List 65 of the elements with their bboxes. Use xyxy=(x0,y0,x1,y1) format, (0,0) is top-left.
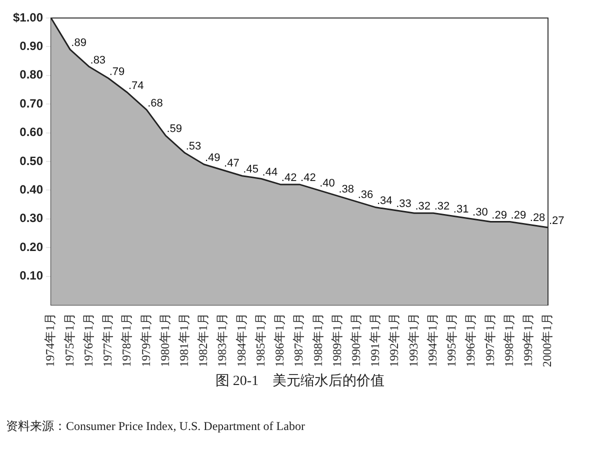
x-tick-label: 1991年1月 xyxy=(368,313,382,367)
x-tick-label: 1995年1月 xyxy=(444,313,459,367)
data-label: .53 xyxy=(186,140,202,152)
data-label: .74 xyxy=(128,80,144,92)
x-tick-label: 1979年1月 xyxy=(138,313,153,367)
y-tick-label: 0.20 xyxy=(20,240,44,254)
x-tick-label: 1977年1月 xyxy=(100,313,115,367)
data-label: .79 xyxy=(109,66,125,78)
x-tick-label: 1976年1月 xyxy=(81,313,96,367)
y-tick-label: $1.00 xyxy=(13,10,44,24)
data-label: .32 xyxy=(415,200,430,213)
x-tick-label: 1997年1月 xyxy=(482,313,497,367)
data-label: .38 xyxy=(338,183,354,196)
data-label: .34 xyxy=(376,194,392,207)
data-label: .40 xyxy=(320,178,335,190)
data-label: .89 xyxy=(71,37,86,50)
text: 资料来源：Consumer Price Index, U.S. Department of Labor xyxy=(6,418,305,435)
y-tick-label: 0.80 xyxy=(20,68,44,82)
y-tick-label: 0.40 xyxy=(20,182,44,197)
x-tick-label: 1987年1月 xyxy=(292,313,306,367)
data-label: .29 xyxy=(510,209,526,222)
text: 图 20-1 美元缩水后的价值 xyxy=(214,372,386,390)
data-label: .44 xyxy=(262,166,278,178)
x-tick-label: 1980年1月 xyxy=(158,313,172,367)
x-tick-label: 1994年1月 xyxy=(425,313,440,367)
y-tick-label: 0.90 xyxy=(20,39,44,54)
data-label: .28 xyxy=(530,212,546,224)
y-tick-label: 0.50 xyxy=(20,154,44,168)
x-tick-label: 1993年1月 xyxy=(406,313,420,367)
data-label: .47 xyxy=(224,158,240,170)
x-tick-label: 1984年1月 xyxy=(234,313,248,367)
x-tick-label: 1974年1月 xyxy=(43,313,58,367)
data-label: .59 xyxy=(166,123,182,136)
y-tick-label: 0.30 xyxy=(20,211,44,226)
data-label: .36 xyxy=(358,189,374,202)
x-tick-label: 1990年1月 xyxy=(349,313,364,367)
x-tick-label: 2000年1月 xyxy=(540,313,554,367)
x-tick-label: 1989年1月 xyxy=(330,313,344,367)
data-label: .42 xyxy=(281,172,297,184)
data-label: .83 xyxy=(90,54,106,66)
x-tick-label: 1998年1月 xyxy=(502,313,516,367)
data-label: .30 xyxy=(472,206,488,218)
data-label: .68 xyxy=(148,97,163,110)
x-tick-label: 1996年1月 xyxy=(464,313,478,367)
x-tick-label: 1985年1月 xyxy=(253,313,268,367)
x-tick-label: 1988年1月 xyxy=(310,313,325,367)
y-tick-label: 0.60 xyxy=(20,125,44,140)
x-tick-label: 1983年1月 xyxy=(215,313,230,367)
data-label: .32 xyxy=(434,200,450,213)
x-tick-label: 1982年1月 xyxy=(196,313,210,367)
x-tick-label: 1978年1月 xyxy=(120,313,134,367)
y-tick-label: 0.70 xyxy=(20,96,44,110)
data-label: .49 xyxy=(204,152,220,164)
data-label: .45 xyxy=(243,163,258,176)
x-tick-label: 1975年1月 xyxy=(62,313,76,367)
data-label: .42 xyxy=(300,172,316,184)
x-tick-label: 1981年1月 xyxy=(176,313,191,367)
x-tick-label: 1999年1月 xyxy=(521,313,536,367)
data-label: .29 xyxy=(492,209,507,222)
x-tick-label: 1986年1月 xyxy=(272,313,287,367)
x-tick-label: 1992年1月 xyxy=(387,313,402,367)
y-tick-label: 0.10 xyxy=(20,268,44,283)
data-label: .27 xyxy=(549,215,564,228)
data-label: .33 xyxy=(396,198,412,210)
data-label: .31 xyxy=(453,204,469,216)
